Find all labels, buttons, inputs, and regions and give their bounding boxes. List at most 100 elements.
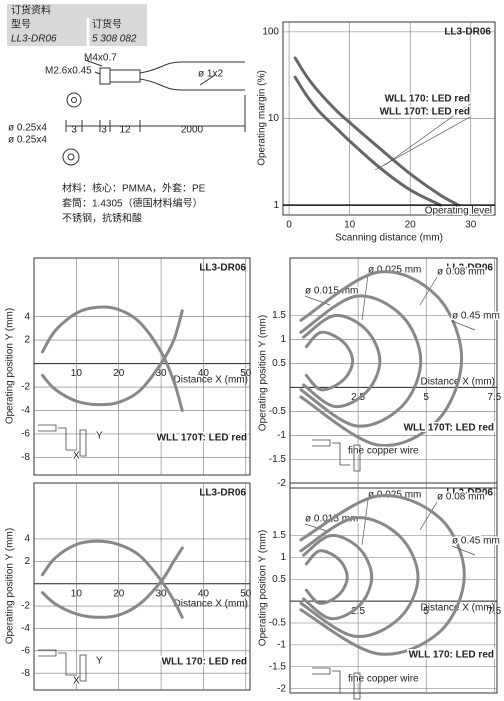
leader-lines <box>84 59 216 86</box>
y-tick-label: -4 <box>21 623 30 634</box>
series-label: WLL 170T: LED red <box>380 107 470 118</box>
end-view-core <box>71 97 77 103</box>
order-no: 5 308 082 <box>92 34 137 45</box>
y-tick-label: 0.5 <box>272 574 286 585</box>
y-tick-label: -2 <box>21 601 30 612</box>
series-line <box>299 294 423 428</box>
series-label: ø 0.45 mm <box>452 311 500 322</box>
dimension-lines <box>65 95 246 132</box>
material-line: 不锈钢，抗锈和酸 <box>62 212 142 225</box>
y-tick-label: -1 <box>277 640 286 651</box>
y-tick-label: 1 <box>280 334 286 345</box>
y-tick-label: 1 <box>280 552 286 563</box>
x-tick-label: 20 <box>405 220 417 231</box>
annotation: X <box>73 676 80 687</box>
sensor-sketch <box>312 667 361 700</box>
series-line <box>304 330 355 392</box>
drawing-label: ø 1x2 <box>198 69 223 80</box>
material-line: 套筒：1.4305（德国材料编号） <box>62 197 203 210</box>
y-tick-label: -2 <box>277 683 286 694</box>
series-label: WLL 170: LED red <box>385 94 470 105</box>
y-tick-label: -0.5 <box>269 406 287 417</box>
y-tick-label: -4 <box>21 405 30 416</box>
order-no-label: 订货号 <box>92 18 122 31</box>
x-tick-label: 10 <box>71 368 83 379</box>
x-tick-label: 5 <box>423 606 429 617</box>
y-tick-label: 1.5 <box>272 530 286 541</box>
series-line <box>40 305 184 412</box>
x-tick-label: 5 <box>423 392 429 403</box>
x-tick-label: 30 <box>465 220 477 231</box>
annotation: Y <box>96 656 103 667</box>
y-axis-label: Operating margin (%) <box>257 70 268 166</box>
chart-title: LL3-DR06 <box>446 263 493 274</box>
annotation: WLL 170T: LED red <box>404 423 494 434</box>
annotation: WLL 170: LED red <box>409 650 494 661</box>
x-tick-label: 50 <box>240 368 252 379</box>
series-line <box>302 533 374 621</box>
sensor-sketch <box>38 649 87 682</box>
chart-title: LL3-DR06 <box>444 27 491 38</box>
x-tick-label: 30 <box>155 588 167 599</box>
y-axis-label: Operating position Y (mm) <box>258 530 269 646</box>
annotation: WLL 170T: LED red <box>157 433 247 444</box>
section-view <box>62 148 80 166</box>
label-leader <box>419 501 438 531</box>
series-line <box>302 313 382 409</box>
label-leader <box>419 276 438 306</box>
series-line <box>40 546 184 619</box>
annotation: fine copper wire <box>348 446 419 457</box>
end-view <box>66 92 82 108</box>
series-label: ø 0.08 mm <box>437 267 485 278</box>
y-tick-label: 1.5 <box>272 310 286 321</box>
series-line <box>293 75 442 207</box>
series-line <box>40 539 184 619</box>
type: LL3-DR06 <box>11 34 57 45</box>
plot-frame <box>289 482 498 694</box>
y-axis-label: Operating position Y (mm) <box>258 315 269 431</box>
x-tick-label: 40 <box>198 588 210 599</box>
x-tick-label: 20 <box>113 368 125 379</box>
drawing-label: 12 <box>119 125 131 136</box>
y-tick-label: -2 <box>21 382 30 393</box>
plot-frame <box>33 257 251 476</box>
y-tick-label: -1.5 <box>269 454 287 465</box>
order-info: 订货资料 <box>11 4 51 17</box>
x-tick-label: 7.5 <box>487 606 501 617</box>
y-tick-label: -1 <box>277 430 286 441</box>
plot-frame <box>289 257 498 489</box>
x-tick-label: 30 <box>155 368 167 379</box>
x-tick-label: 50 <box>240 588 252 599</box>
label-leader <box>384 103 471 166</box>
y-tick-label: 2 <box>24 335 30 346</box>
label-leader <box>374 116 471 171</box>
y-tick-label: 10 <box>268 113 280 124</box>
sensor-drawing <box>62 59 246 166</box>
chart-title: LL3-DR06 <box>446 488 493 499</box>
chart-title: LL3-DR06 <box>199 488 246 499</box>
x-tick-label: 0 <box>286 220 292 231</box>
y-tick-label: -2 <box>277 478 286 489</box>
y-tick-label: -6 <box>21 429 30 440</box>
x-tick-label: 40 <box>198 368 210 379</box>
drawing-label: 3 <box>101 125 107 136</box>
x-tick-label: 10 <box>71 588 83 599</box>
plot-frame <box>33 482 251 691</box>
series-line <box>299 270 464 448</box>
y-axis-label: Operating position Y (mm) <box>5 308 16 424</box>
sensor-sketch <box>38 424 87 457</box>
type-label: 型号 <box>11 18 31 31</box>
x-axis-label: Distance X (mm) <box>174 599 248 610</box>
series-line <box>299 516 420 639</box>
annotation: Operating level <box>425 206 492 217</box>
y-tick-label: 4 <box>24 311 30 322</box>
y-tick-label: 100 <box>262 27 279 38</box>
y-tick-label: -8 <box>21 452 30 463</box>
y-tick-label: -1.5 <box>269 661 287 672</box>
x-tick-label: 10 <box>344 220 356 231</box>
drawing-label: M4x0.7 <box>84 53 117 64</box>
y-tick-label: -0.5 <box>269 618 287 629</box>
series-line <box>40 309 184 407</box>
x-axis-label: Scanning distance (mm) <box>335 233 443 244</box>
